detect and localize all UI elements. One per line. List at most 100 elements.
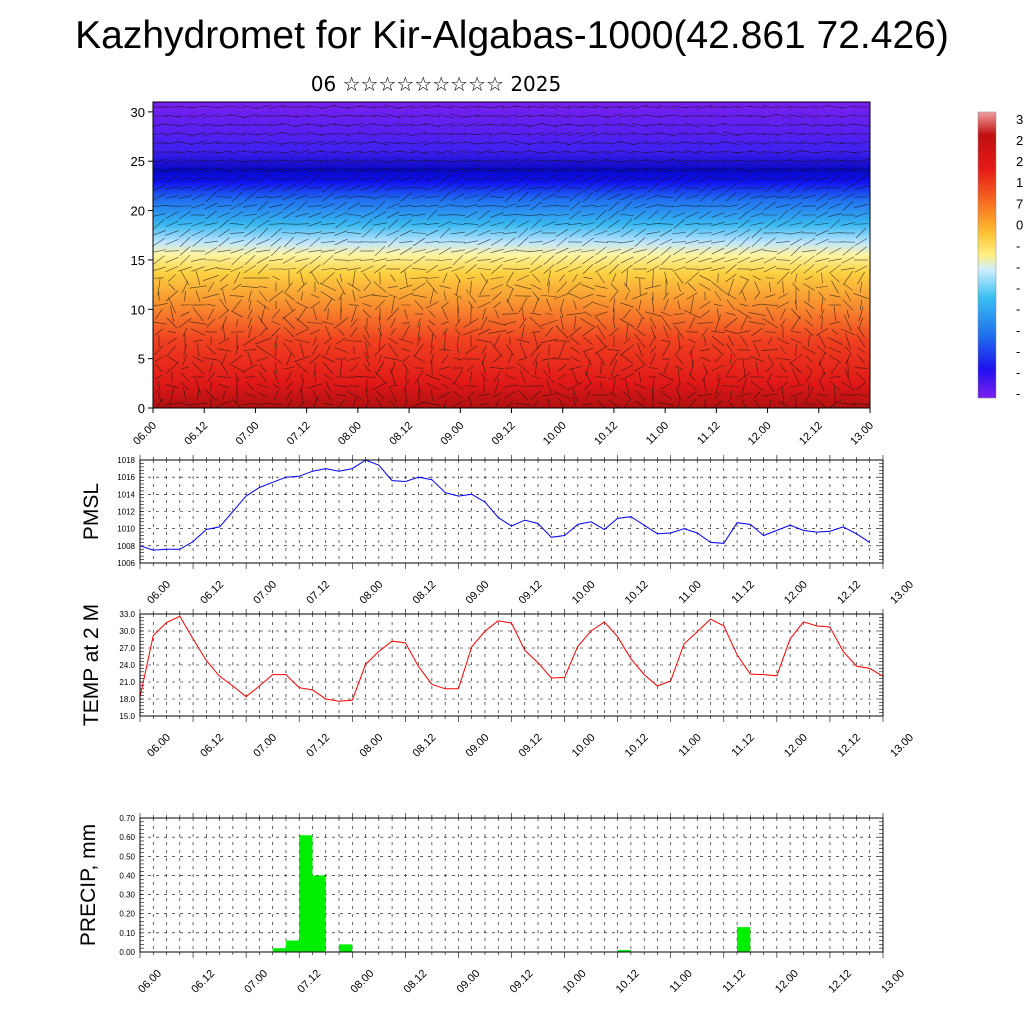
wind-vector [437,141,453,145]
wind-vector [684,223,700,225]
wind-vector [323,402,333,406]
wind-vector [268,123,284,127]
wind-vector [673,219,685,229]
wind-vector [841,267,855,271]
wind-vector [450,149,466,155]
wind-vector [660,254,672,266]
wind-vector [310,293,320,299]
wind-vector [455,328,461,336]
colorbar-label: - [1016,365,1020,380]
wind-vector [698,211,712,219]
wind-vector [177,141,193,145]
wind-vector [223,324,225,340]
wind-vector [190,328,206,336]
wind-vector [791,315,801,331]
wind-vector [204,247,218,255]
wind-vector [374,371,386,383]
wind-vector [476,133,492,135]
wind-vector [712,344,724,356]
wind-vector [242,113,258,119]
wind-vector [231,355,243,363]
wind-vector [752,275,762,281]
wind-vector [437,123,453,127]
wind-vector [673,182,685,194]
wind-vector [256,300,270,310]
wind-vector [202,293,220,299]
wind-vector [168,296,176,314]
wind-vector [800,106,818,108]
wind-vector [371,294,389,298]
wind-vector [463,223,479,225]
wind-vector [767,337,773,345]
wind-vector [531,390,541,400]
wind-vector [153,168,167,172]
cs-xtick-label: 08.00 [336,420,364,448]
wind-vector [361,219,373,229]
wind-vector [197,343,199,357]
wind-vector [711,247,725,255]
wind-vector [686,228,698,238]
wind-vector [462,151,480,153]
wind-vector [504,219,516,229]
wind-vector [697,232,713,234]
wind-vector [205,191,217,203]
wind-vector [244,192,256,202]
wind-vector [243,264,257,274]
wind-vector [815,258,829,262]
wind-vector [815,211,829,219]
wind-vector [340,307,342,321]
wind-vector [505,284,515,290]
wind-vector [569,228,581,238]
wind-vector [612,377,616,395]
wind-vector [168,283,176,291]
wind-vector [644,106,662,108]
wind-vector [163,402,181,406]
wind-vector [257,402,269,406]
wind-vector [311,344,319,356]
wind-vector [658,196,674,198]
wind-vector [638,299,642,311]
cs-ytick-label: 5 [138,352,145,367]
wind-vector [633,383,647,389]
wind-vector [580,318,596,328]
wind-vector [465,289,477,303]
wind-vector [633,194,647,200]
wind-vector [828,203,842,209]
wind-vector [256,249,270,253]
wind-vector [672,321,686,325]
wind-vector [399,247,413,255]
wind-vector [737,202,751,210]
wind-vector [425,264,439,274]
wind-vector [620,247,634,255]
wind-vector [594,285,608,289]
wind-vector [855,372,867,382]
wind-vector [610,359,618,377]
wind-vector [792,282,800,292]
wind-vector [716,308,720,320]
wind-vector [479,402,489,406]
wind-vector [410,276,428,280]
wind-vector [840,114,856,118]
wind-vector [572,388,578,402]
wind-vector [399,284,413,290]
wind-vector [582,191,594,203]
wind-vector [750,267,764,271]
wind-vector [830,273,840,283]
wind-vector [737,372,751,382]
wind-vector [230,183,244,193]
wind-vector [321,249,335,253]
wind-vector [425,248,439,254]
wind-vector [711,221,725,227]
wind-vector [544,327,554,337]
wind-vector [583,402,593,406]
wind-vector [572,395,577,408]
wind-vector [385,132,401,136]
wind-vector [217,376,231,378]
wind-vector [297,307,307,321]
wind-vector [580,105,596,109]
wind-vector [321,203,335,209]
wind-vector [332,169,350,171]
wind-vector [609,327,619,337]
wind-vector [607,175,621,183]
wind-vector [802,220,816,228]
